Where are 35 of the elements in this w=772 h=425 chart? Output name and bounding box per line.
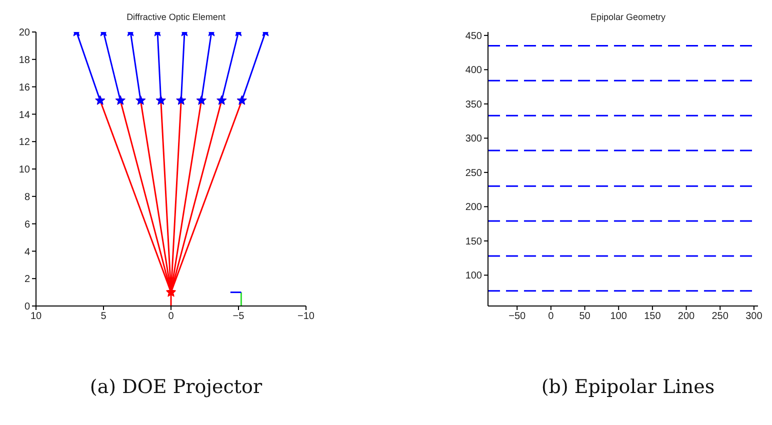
- x-tick-label: −5: [232, 311, 245, 322]
- text: (a) DOE Projector: [88, 376, 264, 398]
- y-tick-label: 200: [465, 202, 482, 214]
- x-tick-label: −50: [508, 311, 526, 322]
- x-tick-label: 0: [548, 311, 554, 322]
- x-tick-label: 200: [678, 311, 696, 322]
- y-tick-label: 450: [465, 30, 482, 42]
- y-tick-label: 8: [24, 192, 30, 203]
- y-tick-label: 14: [18, 110, 30, 121]
- y-tick-label: 250: [465, 168, 482, 179]
- text: (b) Epipolar Lines: [540, 376, 716, 398]
- y-tick-label: 350: [465, 99, 482, 110]
- chart-title: Diffractive Optic Element: [126, 12, 226, 24]
- y-tick-label: 100: [465, 270, 482, 282]
- y-tick-label: 12: [18, 137, 30, 148]
- x-tick-label: 5: [100, 311, 107, 322]
- y-tick-label: 10: [18, 164, 30, 176]
- y-tick-label: 16: [18, 82, 30, 94]
- x-tick-label: 50: [579, 311, 591, 322]
- y-tick-label: 0: [24, 302, 30, 313]
- chart-title: Epipolar Geometry: [589, 12, 667, 24]
- y-tick-label: 18: [18, 54, 30, 66]
- y-tick-label: 6: [24, 219, 30, 230]
- x-tick-label: 150: [644, 311, 662, 322]
- x-tick-label: −10: [298, 311, 315, 322]
- y-tick-label: 150: [465, 236, 482, 248]
- y-tick-label: 4: [24, 246, 30, 258]
- x-tick-label: 100: [610, 311, 628, 322]
- x-tick-label: 300: [746, 311, 763, 322]
- y-tick-label: 400: [465, 65, 482, 76]
- y-tick-label: 2: [24, 274, 30, 286]
- y-tick-label: 20: [18, 28, 30, 39]
- y-tick-label: 300: [465, 134, 482, 145]
- x-tick-label: 0: [168, 311, 174, 322]
- x-tick-label: 250: [712, 311, 729, 322]
